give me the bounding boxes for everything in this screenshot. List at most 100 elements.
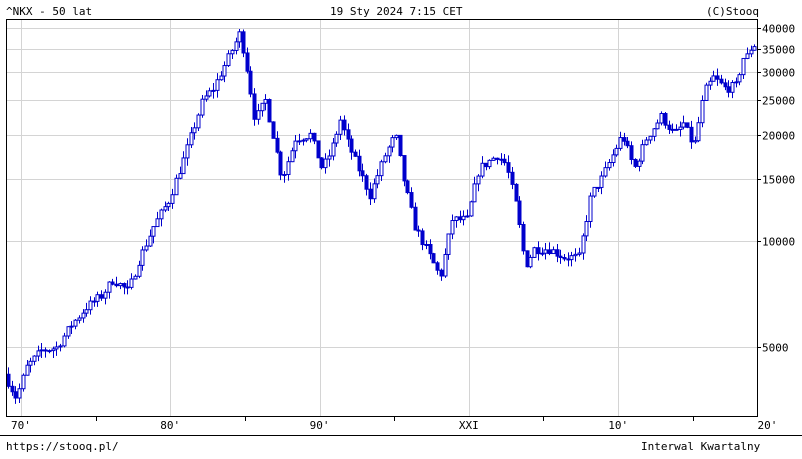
candle-body-up bbox=[174, 177, 179, 196]
candle-body-up bbox=[81, 312, 86, 319]
candle-body-up bbox=[148, 235, 153, 247]
candle-body-up bbox=[62, 335, 67, 347]
candle-body-up bbox=[234, 41, 239, 51]
candle-body-up bbox=[58, 345, 63, 348]
candle-body-down bbox=[6, 373, 11, 387]
y-axis: 40000 35000 30000 25000 20000 15000 10000 5000 bbox=[757, 23, 795, 355]
candle-body-up bbox=[528, 256, 533, 268]
candle-body-up bbox=[73, 319, 78, 327]
candle-body-up bbox=[383, 155, 388, 163]
candle-body-up bbox=[540, 252, 545, 255]
candle-body-up bbox=[107, 281, 112, 293]
candle-body-down bbox=[353, 151, 358, 157]
candle-body-up bbox=[286, 161, 291, 176]
candle-body-up bbox=[66, 326, 71, 337]
candle-body-up bbox=[47, 350, 52, 353]
candle-body-up bbox=[21, 374, 26, 390]
copyright-label: (C)Stooq bbox=[706, 5, 759, 18]
candle-body-down bbox=[726, 86, 731, 93]
y-tick-label: 5000 bbox=[762, 342, 789, 355]
candle-body-down bbox=[364, 175, 369, 190]
candle-body-down bbox=[431, 253, 436, 264]
candle-body-down bbox=[547, 249, 552, 255]
candle-body-down bbox=[663, 113, 668, 126]
candle-body-up bbox=[323, 158, 328, 169]
candle-body-down bbox=[252, 93, 257, 120]
candle-body-down bbox=[125, 286, 130, 289]
candle-body-down bbox=[715, 75, 720, 80]
candle-body-up bbox=[88, 300, 93, 311]
candle-body-down bbox=[416, 229, 421, 232]
candle-body-up bbox=[476, 175, 481, 185]
candle-body-up bbox=[678, 126, 683, 131]
candle-body-up bbox=[741, 57, 746, 76]
candle-body-up bbox=[211, 89, 216, 92]
candle-body-up bbox=[752, 46, 757, 51]
candle-body-down bbox=[420, 230, 425, 246]
candle-body-down bbox=[633, 158, 638, 167]
candle-body-down bbox=[558, 255, 563, 259]
candle-body-down bbox=[555, 249, 560, 257]
candle-body-up bbox=[569, 255, 574, 261]
x-tick-label: 20' bbox=[758, 419, 778, 432]
candle-body-up bbox=[659, 113, 664, 124]
candle-body-up bbox=[260, 102, 265, 112]
candle-body-up bbox=[69, 325, 74, 328]
candle-body-up bbox=[170, 194, 175, 204]
candle-body-up bbox=[745, 53, 750, 59]
candle-body-down bbox=[360, 170, 365, 177]
candle-body-down bbox=[562, 257, 567, 260]
candle-body-up bbox=[331, 142, 336, 157]
candle-body-up bbox=[461, 215, 466, 221]
candle-body-up bbox=[338, 119, 343, 135]
candle-body-down bbox=[428, 244, 433, 255]
candle-body-up bbox=[394, 134, 399, 139]
candle-body-up bbox=[301, 139, 306, 142]
candle-body-up bbox=[297, 140, 302, 143]
candle-body-up bbox=[487, 159, 492, 168]
candle-body-up bbox=[196, 114, 201, 129]
candle-body-up bbox=[334, 133, 339, 144]
y-tick-label: 20000 bbox=[762, 130, 795, 143]
candle-body-up bbox=[708, 80, 713, 86]
candle-body-up bbox=[700, 99, 705, 124]
candle-body-up bbox=[51, 348, 56, 352]
stooq-link[interactable]: https://stooq.pl/ bbox=[6, 440, 119, 453]
candle-body-down bbox=[517, 200, 522, 226]
candle-body-up bbox=[103, 291, 108, 299]
candle-body-up bbox=[573, 253, 578, 257]
candle-body-up bbox=[181, 157, 186, 175]
candle-body-down bbox=[674, 128, 679, 131]
candle-body-down bbox=[405, 180, 410, 194]
candle-body-up bbox=[532, 247, 537, 258]
candle-body-up bbox=[652, 128, 657, 137]
candle-body-up bbox=[704, 84, 709, 101]
candle-body-up bbox=[592, 186, 597, 197]
candle-body-up bbox=[327, 155, 332, 160]
candle-body-up bbox=[293, 140, 298, 152]
candle-body-down bbox=[267, 99, 272, 123]
candle-body-up bbox=[424, 244, 429, 247]
candle-body-up bbox=[25, 364, 30, 376]
y-tick-label: 15000 bbox=[762, 174, 795, 187]
candle-body-down bbox=[521, 224, 526, 252]
candle-body-down bbox=[319, 157, 324, 169]
candle-body-down bbox=[625, 140, 630, 147]
candle-body-up bbox=[390, 137, 395, 148]
candle-body-down bbox=[248, 70, 253, 95]
candle-body-up bbox=[749, 49, 754, 55]
candle-body-down bbox=[502, 158, 507, 164]
candle-body-down bbox=[110, 281, 115, 285]
y-tick-label: 25000 bbox=[762, 95, 795, 108]
x-tick-label: 70' bbox=[11, 419, 31, 432]
candle-body-down bbox=[667, 124, 672, 130]
x-tick-label: 90' bbox=[310, 419, 330, 432]
candle-body-up bbox=[543, 249, 548, 254]
candle-body-up bbox=[290, 150, 295, 163]
interval-label: Interwal Kwartalny bbox=[641, 440, 761, 453]
chart-title: ^NKX - 50 lat bbox=[6, 5, 93, 18]
candle-body-up bbox=[581, 235, 586, 254]
candle-body-up bbox=[737, 74, 742, 83]
candle-body-down bbox=[245, 52, 250, 72]
